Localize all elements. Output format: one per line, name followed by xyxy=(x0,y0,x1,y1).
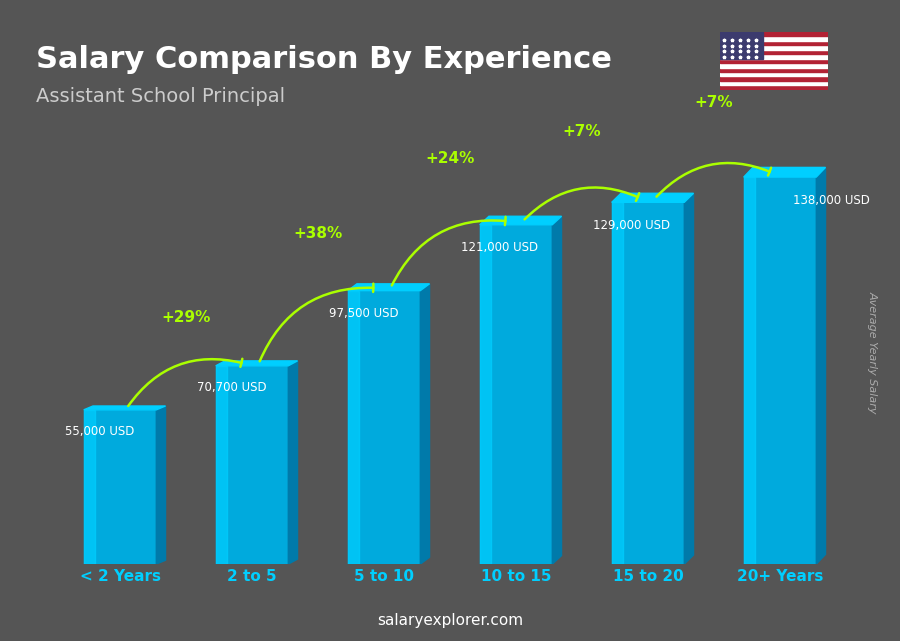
Bar xyxy=(480,225,553,564)
Bar xyxy=(84,410,94,564)
Text: 138,000 USD: 138,000 USD xyxy=(793,194,870,206)
Text: +7%: +7% xyxy=(562,124,601,140)
Text: 97,500 USD: 97,500 USD xyxy=(328,307,398,320)
Bar xyxy=(720,41,828,46)
Polygon shape xyxy=(743,167,825,177)
Bar xyxy=(720,72,828,76)
Text: Average Yearly Salary: Average Yearly Salary xyxy=(868,291,878,414)
Polygon shape xyxy=(684,194,694,564)
Bar xyxy=(743,177,816,564)
Bar xyxy=(347,290,420,564)
Text: +7%: +7% xyxy=(695,95,734,110)
Bar xyxy=(720,50,828,54)
Polygon shape xyxy=(157,406,166,564)
Polygon shape xyxy=(216,361,298,366)
Bar xyxy=(720,32,828,37)
Bar xyxy=(216,366,227,564)
Text: 121,000 USD: 121,000 USD xyxy=(461,242,537,254)
Polygon shape xyxy=(612,194,694,203)
Bar xyxy=(480,225,491,564)
Bar xyxy=(720,67,828,72)
Text: 55,000 USD: 55,000 USD xyxy=(65,425,134,438)
Bar xyxy=(347,290,358,564)
Bar xyxy=(84,410,157,564)
Bar xyxy=(216,366,288,564)
Polygon shape xyxy=(553,216,562,564)
Text: 70,700 USD: 70,700 USD xyxy=(196,381,266,394)
Bar xyxy=(612,203,623,564)
Polygon shape xyxy=(816,167,825,564)
Polygon shape xyxy=(84,406,166,410)
Bar xyxy=(720,59,828,63)
Text: Assistant School Principal: Assistant School Principal xyxy=(36,87,285,106)
Bar xyxy=(720,85,828,90)
Bar xyxy=(720,46,828,50)
Bar xyxy=(720,32,763,59)
Polygon shape xyxy=(347,284,429,290)
Bar xyxy=(720,76,828,81)
Text: Salary Comparison By Experience: Salary Comparison By Experience xyxy=(36,45,612,74)
Bar xyxy=(720,54,828,59)
Polygon shape xyxy=(288,361,298,564)
Bar xyxy=(612,203,684,564)
Polygon shape xyxy=(480,216,562,225)
Text: 129,000 USD: 129,000 USD xyxy=(592,219,670,232)
Polygon shape xyxy=(420,284,429,564)
Bar xyxy=(743,177,754,564)
Text: +38%: +38% xyxy=(293,226,343,241)
Text: +29%: +29% xyxy=(161,310,211,326)
Text: +24%: +24% xyxy=(426,151,474,167)
Bar xyxy=(720,63,828,67)
Text: salaryexplorer.com: salaryexplorer.com xyxy=(377,613,523,628)
Bar xyxy=(720,37,828,41)
Bar xyxy=(720,81,828,85)
